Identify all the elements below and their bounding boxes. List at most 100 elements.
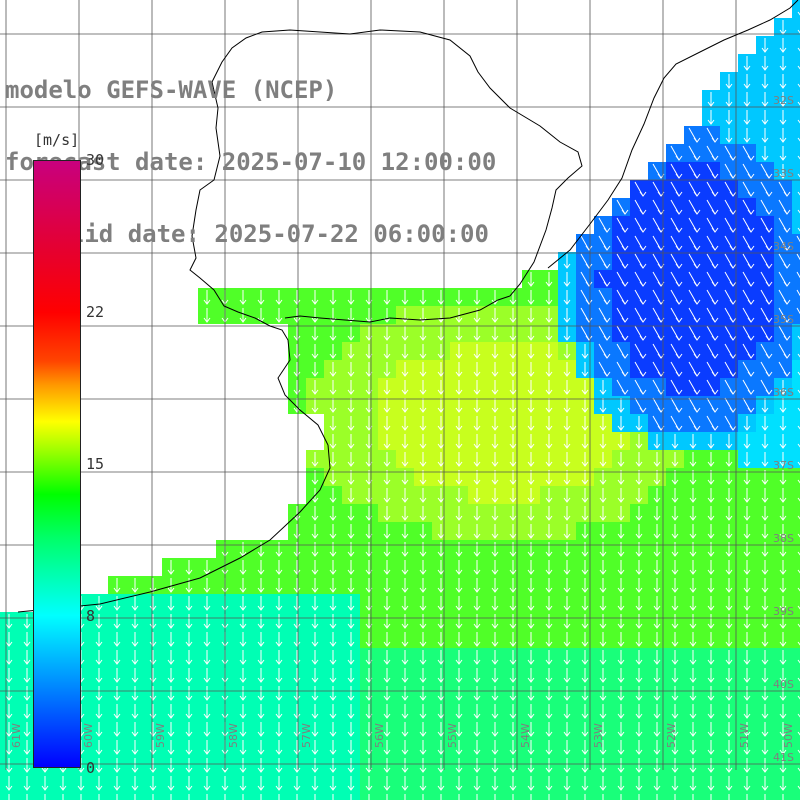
wind-arrow [761, 578, 769, 593]
wind-arrow [617, 632, 625, 647]
wind-arrow [401, 380, 409, 395]
wind-arrow [422, 794, 424, 800]
wind-arrow [185, 614, 193, 629]
wind-arrow [653, 560, 661, 575]
wind-arrow [167, 578, 175, 593]
wind-arrow [742, 307, 755, 323]
wind-arrow [779, 524, 787, 539]
wind-arrow [778, 289, 791, 305]
wind-arrow [707, 632, 715, 647]
wind-cell [792, 288, 800, 306]
wind-arrow [671, 776, 679, 791]
wind-arrow [527, 398, 535, 413]
wind-arrow [293, 326, 301, 341]
wind-arrow [203, 308, 211, 323]
wind-arrow [599, 560, 607, 575]
wind-arrow [617, 722, 625, 737]
wind-arrow [545, 596, 553, 611]
lat-label: 40S [773, 678, 794, 691]
wind-arrow [257, 308, 265, 323]
wind-arrow [725, 92, 733, 107]
wind-arrow [707, 560, 715, 575]
wind-arrow [293, 704, 301, 719]
wind-arrow [491, 416, 499, 431]
wind-arrow [242, 794, 244, 800]
wind-arrow [401, 668, 409, 683]
wind-arrow [404, 794, 406, 800]
wind-arrow [437, 596, 445, 611]
wind-arrow [635, 668, 643, 683]
wind-arrow [527, 722, 535, 737]
wind-arrow [760, 325, 773, 341]
wind-arrow [545, 344, 553, 359]
wind-arrow [653, 434, 661, 449]
wind-arrow [725, 596, 733, 611]
wind-arrow [347, 362, 355, 377]
colorbar-tick-0: 0 [86, 759, 96, 777]
wind-arrow [149, 650, 157, 665]
wind-arrow [707, 542, 715, 557]
wind-cell [792, 576, 800, 594]
wind-arrow [149, 686, 157, 701]
wind-arrow [581, 398, 589, 413]
wind-arrow [455, 578, 463, 593]
wind-arrow [761, 92, 769, 107]
lon-label: 53W [592, 723, 605, 748]
wind-arrow [725, 524, 733, 539]
wind-arrow [113, 740, 121, 755]
wind-arrow [401, 650, 409, 665]
wind-arrow [617, 704, 625, 719]
wind-arrow [257, 740, 265, 755]
wind-arrow [760, 271, 773, 287]
wind-arrow [527, 740, 535, 755]
wind-arrow [688, 397, 701, 413]
wind-arrow [8, 794, 10, 800]
wind-arrow [491, 524, 499, 539]
wind-arrow [707, 776, 715, 791]
wind-arrow [725, 686, 733, 701]
wind-arrow [779, 128, 787, 143]
wind-arrow [779, 650, 787, 665]
wind-arrow [437, 686, 445, 701]
wind-arrow [707, 704, 715, 719]
wind-arrow [419, 524, 427, 539]
wind-arrow [419, 596, 427, 611]
wind-arrow [149, 776, 157, 791]
wind-arrow [185, 776, 193, 791]
wind-arrow [779, 668, 787, 683]
wind-arrow [293, 308, 301, 323]
lat-label: 41S [773, 751, 794, 764]
wind-arrow [383, 740, 391, 755]
wind-arrow [491, 362, 499, 377]
wind-arrow [545, 488, 553, 503]
wind-cell [792, 558, 800, 576]
wind-arrow [707, 110, 715, 125]
wind-arrow [761, 488, 769, 503]
wind-arrow [437, 578, 445, 593]
wind-arrow [167, 560, 175, 575]
wind-arrow [797, 515, 800, 520]
wind-arrow [671, 758, 679, 773]
wind-arrow [311, 758, 319, 773]
wind-arrow [670, 397, 683, 413]
wind-arrow [581, 506, 589, 521]
wind-arrow [257, 686, 265, 701]
wind-arrow [347, 542, 355, 557]
wind-arrow [797, 29, 800, 34]
wind-arrow [149, 722, 157, 737]
map-title: modelo GEFS-WAVE (NCEP) forecast date: 2… [5, 30, 496, 270]
lat-lon-grid [0, 0, 800, 770]
wind-arrow [599, 452, 607, 467]
colorbar-tick-30: 30 [86, 151, 105, 169]
wind-arrow [386, 794, 388, 800]
wind-arrow [455, 308, 463, 323]
wind-arrow [527, 668, 535, 683]
wind-arrow [419, 506, 427, 521]
wind-arrow [383, 488, 391, 503]
wind-arrow [760, 235, 773, 251]
wind-cell [792, 612, 800, 630]
wind-arrow [689, 722, 697, 737]
wind-arrow [401, 596, 409, 611]
wind-arrow [778, 235, 791, 251]
wind-arrow [185, 722, 193, 737]
